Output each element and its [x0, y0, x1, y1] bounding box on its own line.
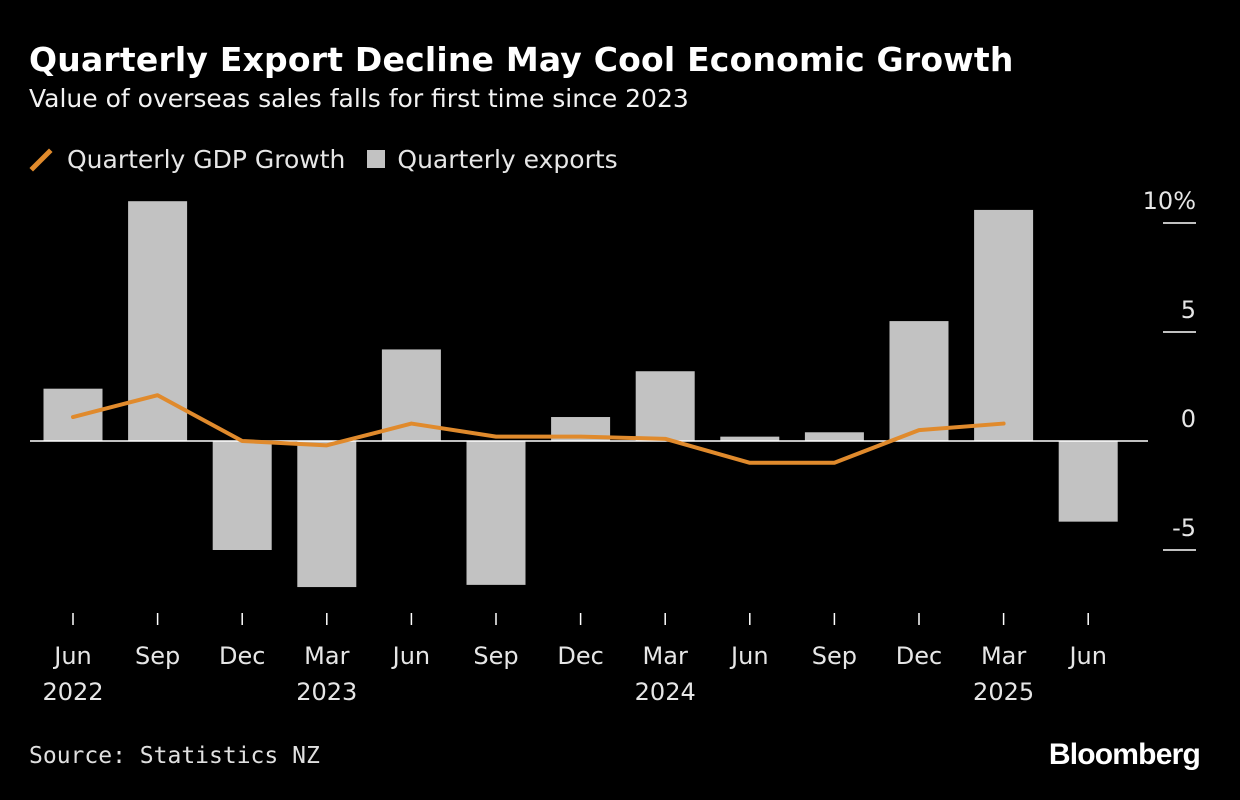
legend-item-exports: Quarterly exports — [367, 144, 618, 174]
export-bar — [466, 441, 526, 585]
y-tick-label: 0 — [1181, 405, 1196, 433]
x-tick-label: Mar — [304, 642, 349, 670]
x-year-label: 2024 — [635, 678, 696, 706]
legend: Quarterly GDP Growth Quarterly exports — [29, 142, 640, 176]
x-tick-label: Jun — [391, 642, 431, 670]
legend-line-swatch — [29, 148, 53, 172]
export-bar — [889, 321, 949, 441]
gdp-growth-line — [71, 393, 1006, 465]
export-bar — [720, 436, 780, 441]
x-tick-label: Mar — [643, 642, 688, 670]
chart-subtitle: Value of overseas sales falls for first … — [29, 84, 689, 113]
export-bar — [1058, 441, 1118, 522]
legend-exports-label: Quarterly exports — [397, 144, 618, 174]
export-bar — [635, 371, 695, 441]
y-tick-label: -5 — [1172, 514, 1196, 542]
export-bar — [804, 432, 864, 441]
legend-gdp-label: Quarterly GDP Growth — [67, 144, 346, 174]
export-bar — [297, 441, 357, 588]
chart-plot: 10% 5 0 -5 Jun 2022 Sep Dec Mar 2023 Jun Sep Dec Mar 2… — [30, 187, 1196, 706]
chart-title: Quarterly Export Decline May Cool Econom… — [29, 40, 1014, 79]
x-tick-label: Jun — [729, 642, 769, 670]
x-tick-label: Sep — [473, 642, 518, 670]
x-tick-label: Jun — [52, 642, 92, 670]
legend-bar-swatch — [367, 150, 386, 168]
source-note: Source: Statistics NZ — [29, 743, 320, 769]
x-tick-label: Dec — [219, 642, 265, 670]
x-year-label: 2025 — [973, 678, 1034, 706]
x-year-label: 2023 — [296, 678, 357, 706]
y-tick-label: 5 — [1181, 296, 1196, 324]
x-tick-label: Mar — [981, 642, 1026, 670]
x-tick-label: Sep — [135, 642, 180, 670]
x-tick-label: Jun — [1067, 642, 1107, 670]
export-bar — [43, 388, 103, 441]
x-year-label: 2022 — [42, 678, 103, 706]
x-tick-label: Dec — [557, 642, 603, 670]
bloomberg-logo: Bloomberg — [1048, 738, 1201, 771]
x-tick-label: Sep — [812, 642, 857, 670]
export-bar — [974, 209, 1034, 441]
x-tick-label: Dec — [896, 642, 942, 670]
export-bar — [212, 441, 272, 550]
legend-item-gdp: Quarterly GDP Growth — [29, 145, 345, 174]
y-tick-label: 10% — [1143, 187, 1196, 215]
